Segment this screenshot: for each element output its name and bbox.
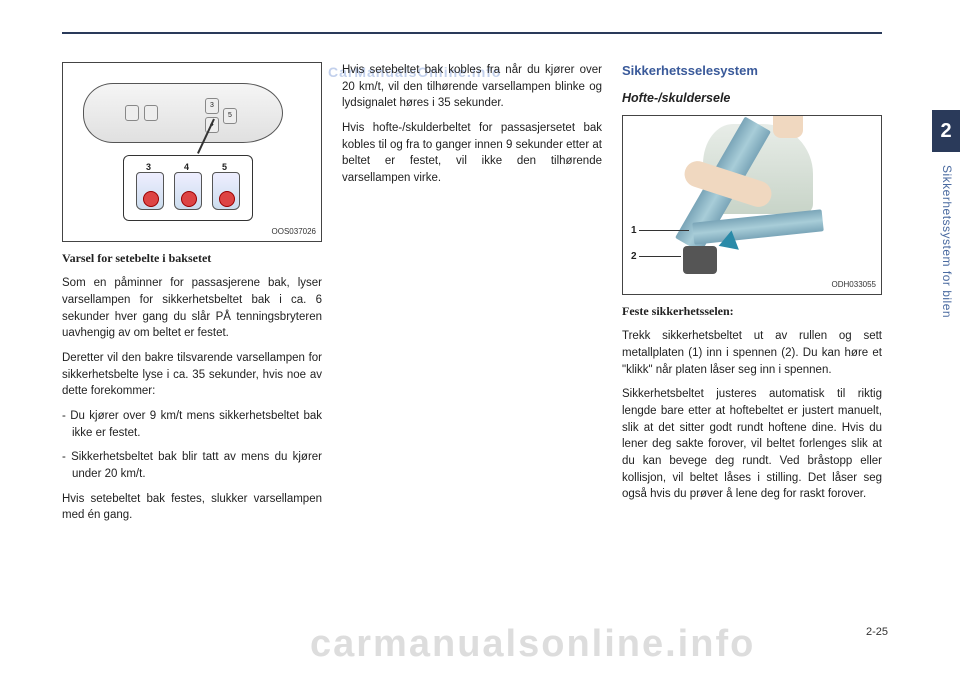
- indicator-seat-4: 4: [174, 172, 202, 210]
- callout-panel: 3 4 5: [123, 155, 253, 221]
- chapter-tab: 2: [932, 110, 960, 152]
- figure-rear-seat-warning: 3 4 5 3 4 5: [62, 62, 322, 242]
- neck-shape: [773, 116, 803, 138]
- page-content: 3 4 5 3 4 5: [62, 62, 882, 642]
- body-text: Deretter vil den bakre tilsvarende varse…: [62, 350, 322, 400]
- figure-fasten-belt: 1 2 ODH033055: [622, 115, 882, 295]
- indicator-num: 3: [146, 161, 151, 174]
- figure-code: ODH033055: [832, 279, 876, 291]
- page-number: 2-25: [866, 626, 888, 638]
- rear-seat-5: 5: [223, 108, 237, 124]
- callout-leader: [639, 256, 681, 257]
- chapter-side-label: Sikkerhetssystem for bilen: [934, 165, 954, 465]
- front-seat: [144, 105, 158, 121]
- heading-system: Sikkerhetsselesystem: [622, 62, 882, 81]
- callout-leader: [639, 230, 689, 231]
- column-3: Sikkerhetsselesystem Hofte-/skuldersele …: [622, 62, 882, 642]
- list-item: - Du kjører over 9 km/t mens sikkerhetsb…: [62, 408, 322, 441]
- figure-code: OOS037026: [272, 226, 316, 238]
- indicator-seat-5: 5: [212, 172, 240, 210]
- watermark-bottom: carmanualsonline.info: [310, 623, 755, 666]
- heading-rear-warning: Varsel for setebelte i baksetet: [62, 250, 322, 267]
- seatbelt-warning-icon: [181, 191, 197, 207]
- indicator-num: 5: [222, 161, 227, 174]
- car-outline: 3 4 5: [83, 83, 283, 143]
- body-text: Hvis setebeltet bak festes, slukker vars…: [62, 491, 322, 524]
- body-text: Trekk sikkerhetsbeltet ut av rullen og s…: [622, 328, 882, 378]
- body-text: Sikkerhetsbeltet justeres automatisk til…: [622, 386, 882, 503]
- column-2: Hvis setebeltet bak kobles fra når du kj…: [342, 62, 602, 642]
- body-text: Hvis setebeltet bak kobles fra når du kj…: [342, 62, 602, 112]
- indicator-num: 4: [184, 161, 189, 174]
- seatbelt-warning-icon: [219, 191, 235, 207]
- header-rule: [62, 32, 882, 34]
- rear-seat-3: 3: [205, 98, 219, 114]
- column-1: 3 4 5 3 4 5: [62, 62, 322, 642]
- heading-fasten: Feste sikkerhetsselen:: [622, 303, 882, 320]
- body-text: Som en påminner for passasjerene bak, ly…: [62, 275, 322, 342]
- seatbelt-warning-icon: [143, 191, 159, 207]
- list-item: - Sikkerhetsbeltet bak blir tatt av mens…: [62, 449, 322, 482]
- front-seat: [125, 105, 139, 121]
- buckle: [683, 246, 717, 274]
- heading-lap-shoulder: Hofte-/skuldersele: [622, 89, 882, 107]
- callout-2: 2: [631, 250, 637, 265]
- callout-1: 1: [631, 224, 637, 239]
- body-text: Hvis hofte-/skulderbeltet for passasjers…: [342, 120, 602, 187]
- indicator-seat-3: 3: [136, 172, 164, 210]
